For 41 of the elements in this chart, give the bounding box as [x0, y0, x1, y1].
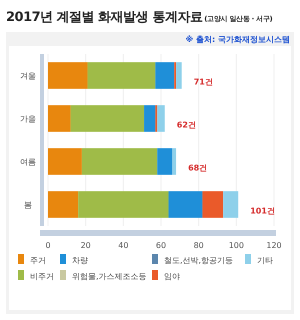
- legend-label: 비주거: [30, 272, 54, 281]
- chart-title: 2017년 계절별 화재발생 통계자료: [6, 10, 203, 25]
- bar: [202, 191, 224, 218]
- bar: [70, 105, 144, 132]
- bar: [78, 191, 169, 218]
- legend-label: 기타: [257, 256, 273, 265]
- bar: [88, 62, 156, 89]
- bar: [223, 191, 238, 218]
- bar: [157, 148, 172, 175]
- text: ※ 출처: 국가화재정보시스템: [185, 35, 290, 44]
- x-tick-label: 20: [80, 241, 91, 250]
- bar: [172, 148, 176, 175]
- total-label: 71건: [194, 78, 213, 86]
- bar: [176, 62, 182, 89]
- x-tick-label: 60: [156, 241, 166, 250]
- legend-label: 차량: [72, 256, 88, 265]
- total-label: 101건: [250, 206, 275, 216]
- bar: [48, 62, 88, 89]
- x-tick-label: 100: [228, 241, 244, 250]
- legend-label: 임야: [164, 272, 180, 281]
- y-tick-label: 겨울: [20, 72, 36, 80]
- x-tick-label: 120: [266, 241, 282, 250]
- bar: [48, 191, 78, 218]
- bar: [48, 148, 82, 175]
- bar: [144, 105, 156, 132]
- bar: [48, 105, 71, 132]
- y-tick-label: 여름: [20, 158, 36, 166]
- bar: [155, 62, 174, 89]
- total-label: 68건: [188, 164, 208, 172]
- x-tick-label: 40: [118, 241, 128, 250]
- y-tick-label: 봄: [24, 200, 32, 210]
- bar: [157, 105, 165, 132]
- x-tick-label: 0: [45, 241, 51, 250]
- total-label: 62건: [176, 120, 196, 130]
- bar: [168, 191, 202, 218]
- bar: [82, 148, 158, 175]
- legend-label: 주거: [30, 256, 46, 265]
- legend-label: 위험물,가스제조소등: [72, 272, 147, 281]
- y-tick-label: 가을: [20, 114, 36, 124]
- legend-label: 철도,선박,항공기등: [164, 256, 234, 265]
- x-tick-label: 80: [194, 241, 204, 250]
